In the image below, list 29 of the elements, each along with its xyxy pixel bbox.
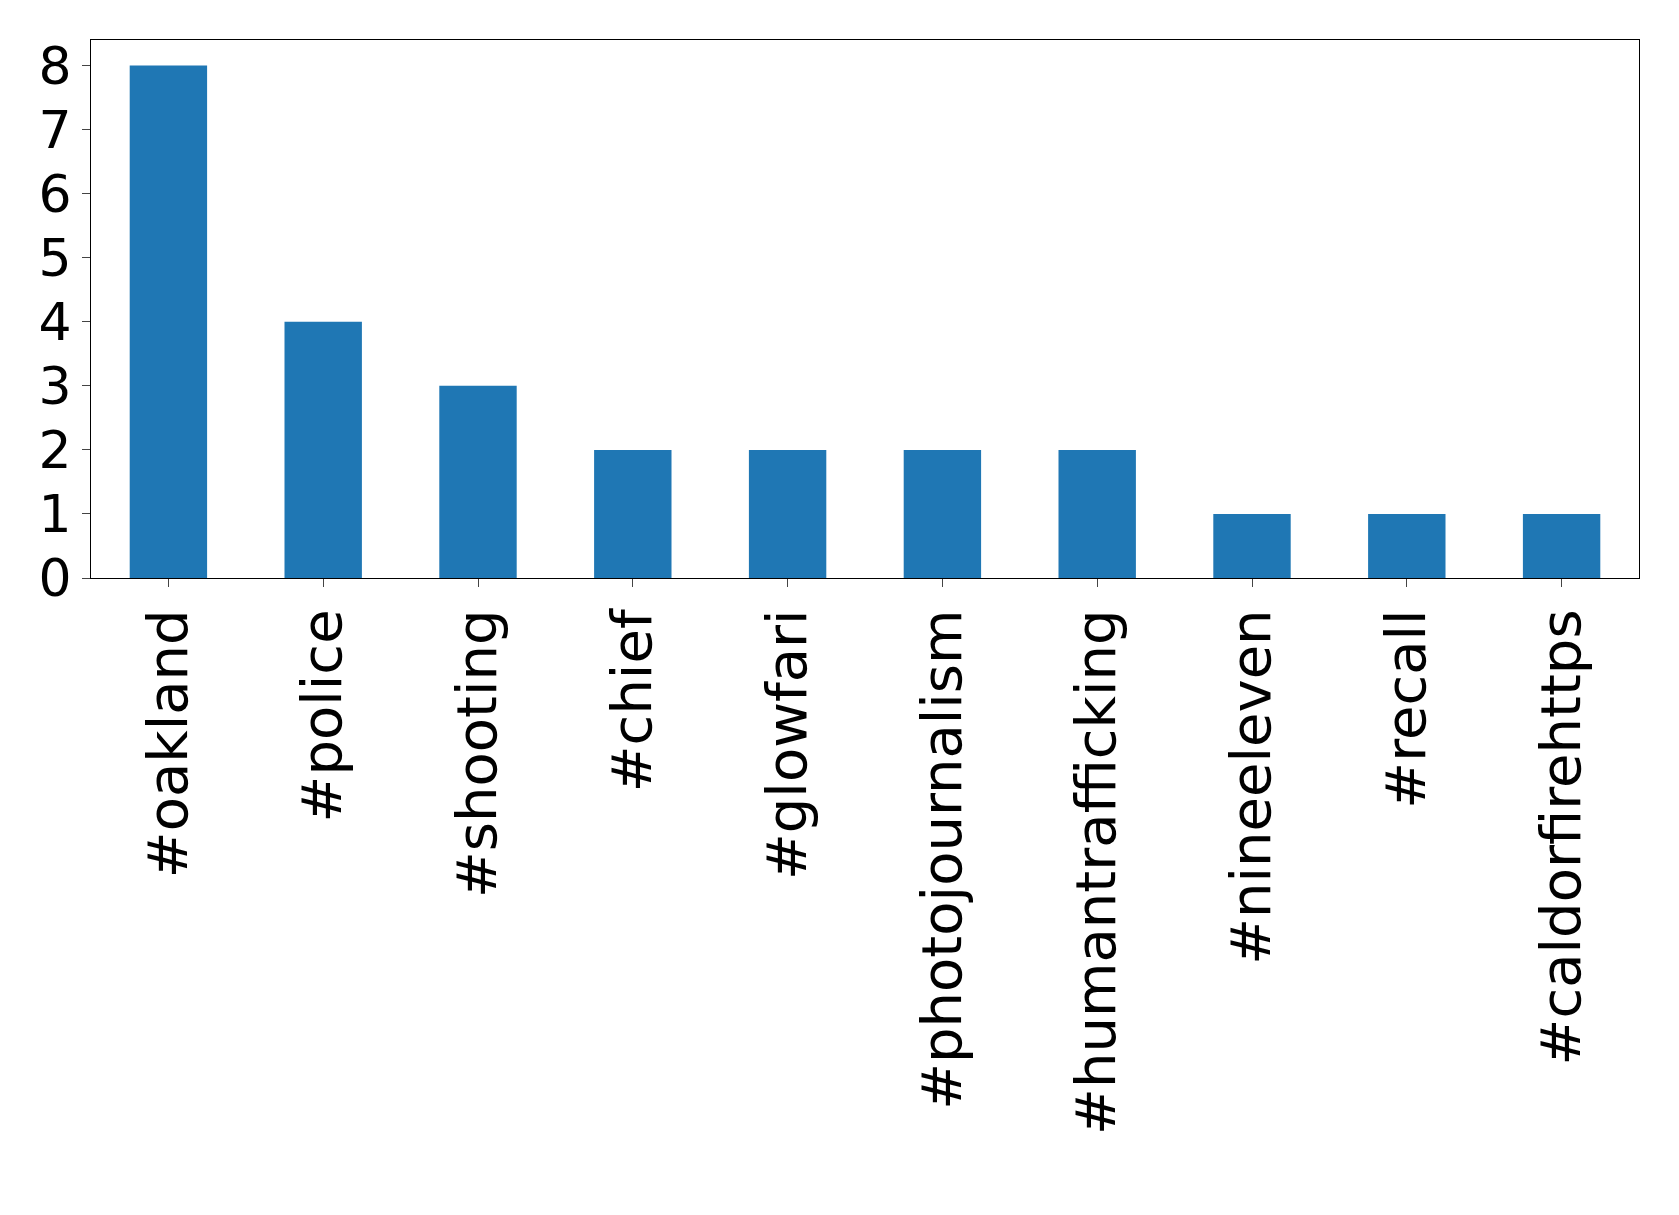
x-tick-label: #humantrafficking — [1063, 609, 1129, 1135]
bar — [439, 385, 517, 578]
y-tick-label: 2 — [38, 420, 72, 481]
bar — [748, 449, 827, 578]
x-tick-label: #police — [289, 609, 355, 823]
y-tick-label: 0 — [38, 548, 72, 609]
bar — [1058, 449, 1136, 578]
y-tick-label: 7 — [38, 99, 72, 160]
x-tick-label: #chief — [599, 608, 664, 793]
bar — [903, 449, 982, 578]
y-tick-label: 8 — [38, 35, 72, 96]
bar — [129, 65, 208, 578]
x-tick-label: #caldorfirehttps — [1527, 609, 1593, 1066]
x-tick-label: #glowfari — [753, 609, 819, 881]
bar — [1213, 513, 1291, 578]
x-tick-label: #photojournalism — [908, 609, 974, 1110]
x-tick-label: #oakland — [134, 609, 200, 879]
y-tick-label: 5 — [38, 227, 72, 288]
bar — [284, 321, 362, 578]
x-tick-label: #nineeleven — [1218, 609, 1284, 965]
y-tick-label: 4 — [38, 292, 72, 353]
bar — [1368, 513, 1446, 578]
x-tick-label: #shooting — [444, 609, 510, 899]
bar — [1522, 513, 1601, 578]
y-tick-label: 3 — [38, 356, 72, 417]
y-tick-label: 1 — [38, 484, 72, 545]
bar — [594, 449, 672, 578]
y-tick-label: 6 — [38, 163, 72, 224]
x-tick-label: #recall — [1373, 609, 1438, 809]
